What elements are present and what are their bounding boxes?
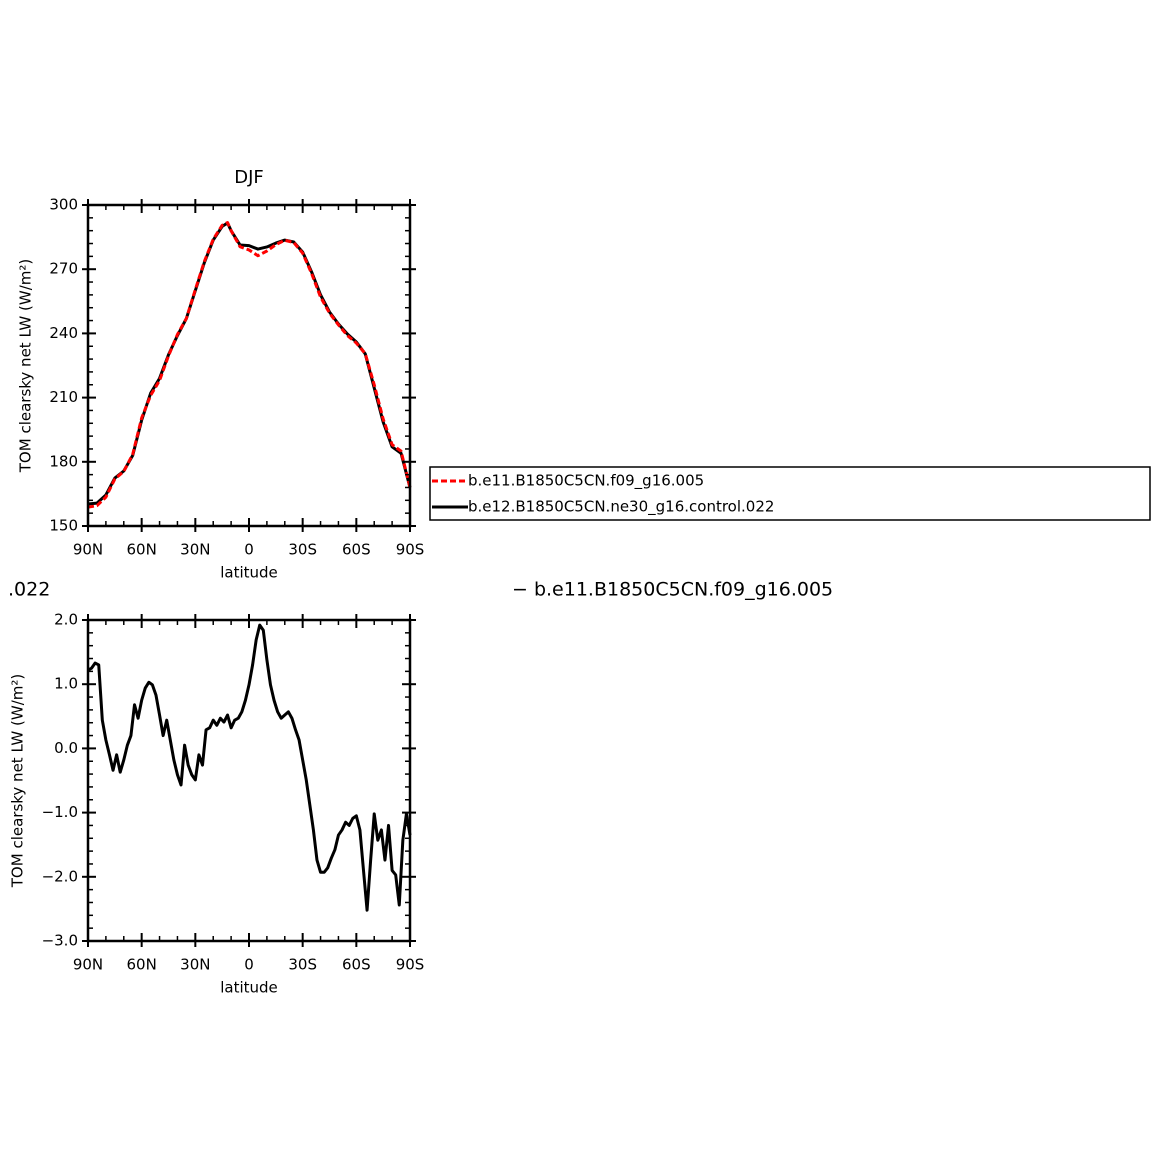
x-tick-label: 90S	[396, 956, 425, 974]
x-tick-label: 60S	[342, 541, 371, 559]
x-axis-label: latitude	[220, 564, 278, 582]
x-tick-label: 30N	[180, 956, 210, 974]
legend-label: b.e11.B1850C5CN.f09_g16.005	[468, 472, 704, 491]
x-tick-label: 60N	[127, 956, 157, 974]
x-tick-label: 30S	[288, 956, 317, 974]
y-tick-label: −1.0	[42, 803, 78, 821]
y-tick-label: 210	[49, 388, 78, 406]
y-tick-label: 2.0	[54, 611, 78, 629]
y-tick-label: 1.0	[54, 675, 78, 693]
annotation: .022	[8, 579, 50, 601]
x-tick-label: 60S	[342, 956, 371, 974]
y-tick-label: −2.0	[42, 867, 78, 885]
plot-frame	[86, 618, 412, 943]
x-tick-label: 60N	[127, 541, 157, 559]
y-tick-label: 180	[49, 452, 78, 470]
x-tick-label: 0	[244, 956, 254, 974]
y-tick-label: −3.0	[42, 932, 78, 950]
y-tick-label: 240	[49, 324, 78, 342]
x-tick-label: 90N	[73, 541, 103, 559]
x-tick-label: 0	[244, 541, 254, 559]
annotation: − b.e11.B1850C5CN.f09_g16.005	[512, 579, 833, 601]
legend-box	[429, 466, 1151, 521]
data-line	[87, 221, 412, 506]
y-tick-label: 270	[49, 260, 78, 278]
legend-label: b.e12.B1850C5CN.ne30_g16.control.022	[468, 498, 774, 517]
x-tick-label: 90N	[73, 956, 103, 974]
chart-title: DJF	[234, 167, 264, 188]
x-tick-label: 30S	[288, 541, 317, 559]
data-line	[87, 623, 412, 912]
data-line	[87, 221, 412, 509]
plot-frame	[86, 203, 412, 528]
y-tick-label: 0.0	[54, 739, 78, 757]
x-tick-label: 30N	[180, 541, 210, 559]
x-tick-label: 90S	[396, 541, 425, 559]
y-axis-label: TOM clearsky net LW (W/m²)	[17, 259, 35, 473]
y-tick-label: 300	[49, 196, 78, 214]
y-axis-label: TOM clearsky net LW (W/m²)	[9, 674, 27, 888]
y-tick-label: 150	[49, 517, 78, 535]
x-axis-label: latitude	[220, 979, 278, 997]
